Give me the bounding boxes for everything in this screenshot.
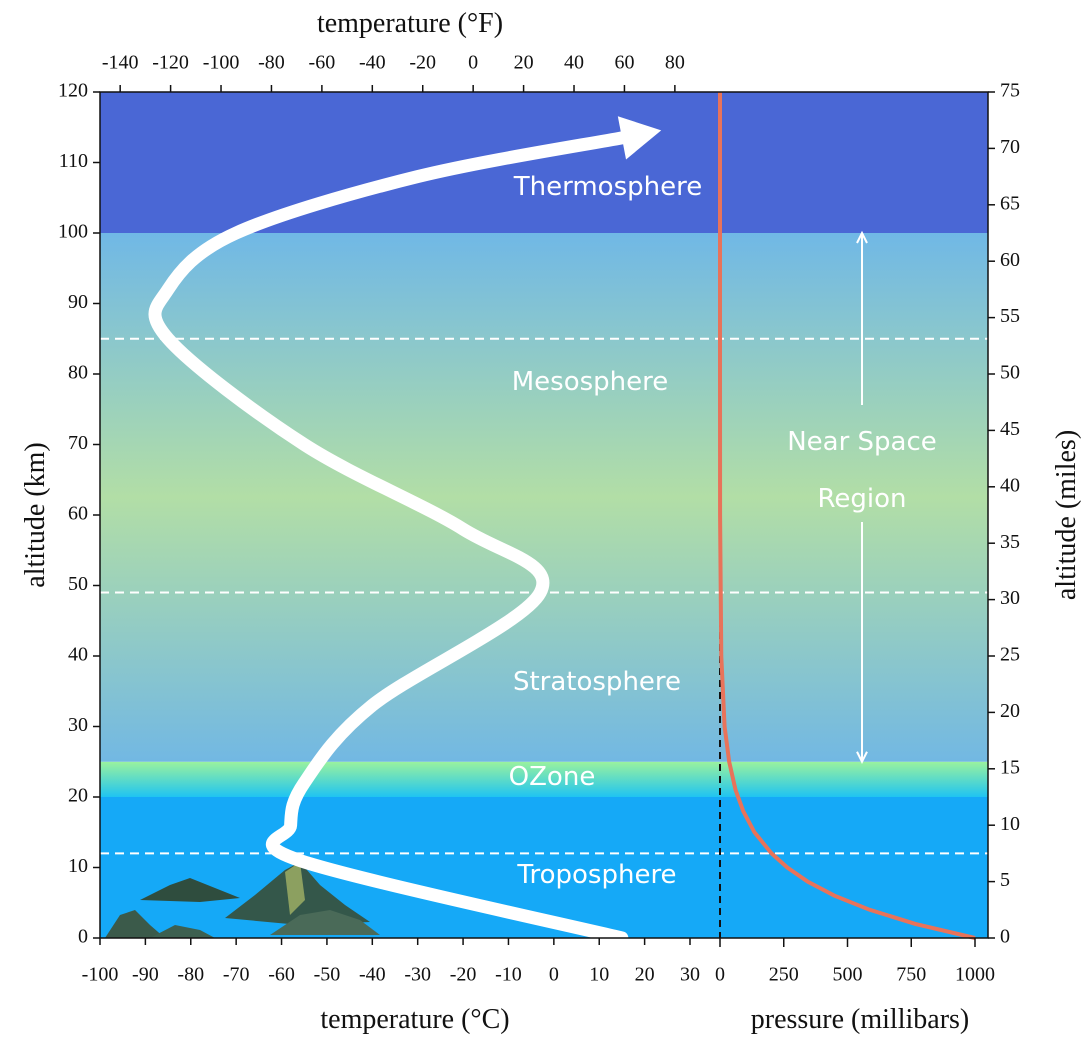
tick-label: 40 xyxy=(564,52,584,74)
tick-label: 250 xyxy=(769,964,799,986)
layer-label: Stratosphere xyxy=(513,667,681,697)
tick-label: 60 xyxy=(1000,249,1020,271)
layer-label: OZone xyxy=(509,762,596,792)
tick-label: 20 xyxy=(1000,700,1020,722)
tick-label: -30 xyxy=(404,964,431,986)
tick-label: 80 xyxy=(68,362,88,384)
tick-label: 50 xyxy=(1000,362,1020,384)
band xyxy=(100,233,988,762)
tick-label: 30 xyxy=(1000,587,1020,609)
axis-title: altitude (km) xyxy=(20,442,51,587)
tick-label: 10 xyxy=(68,855,88,877)
near-space-arrow xyxy=(856,522,868,764)
tick-label: 80 xyxy=(665,52,685,74)
near-space-label: Near Space xyxy=(787,427,937,457)
layer-label: Thermosphere xyxy=(513,172,702,202)
background-bands xyxy=(100,92,988,938)
tick-label: -10 xyxy=(495,964,522,986)
tick-label: 25 xyxy=(1000,644,1020,666)
tick-label: -60 xyxy=(309,52,336,74)
tick-label: -20 xyxy=(409,52,436,74)
near-space-label: Region xyxy=(817,484,906,514)
tick-label: -70 xyxy=(223,964,250,986)
axis-title: temperature (°C) xyxy=(320,1004,509,1035)
tick-label: 5 xyxy=(1000,869,1010,891)
tick-label: 60 xyxy=(614,52,634,74)
arrow-head xyxy=(617,116,662,160)
tick-label: 0 xyxy=(78,926,88,948)
tick-label: 75 xyxy=(1000,80,1020,102)
tick-label: 20 xyxy=(514,52,534,74)
tick-label: -140 xyxy=(102,52,139,74)
tick-label: 45 xyxy=(1000,418,1020,440)
tick-label: -20 xyxy=(450,964,477,986)
tick-label: 20 xyxy=(68,785,88,807)
axis-title: altitude (miles) xyxy=(1051,430,1082,600)
band xyxy=(100,761,988,797)
tick-label: 30 xyxy=(68,714,88,736)
profiles xyxy=(148,92,976,945)
tick-label: 20 xyxy=(635,964,655,986)
tick-label: -40 xyxy=(359,964,386,986)
tick-label: 55 xyxy=(1000,305,1020,327)
tick-label: 35 xyxy=(1000,531,1020,553)
band xyxy=(100,92,988,233)
tick-label: -90 xyxy=(132,964,159,986)
tick-label: 90 xyxy=(68,291,88,313)
tick-label: 1000 xyxy=(955,964,995,986)
axis-title: temperature (°F) xyxy=(317,8,503,39)
tick-label: 10 xyxy=(1000,813,1020,835)
tick-label: 100 xyxy=(58,221,88,243)
tick-label: 0 xyxy=(468,52,478,74)
tick-label: 0 xyxy=(715,964,725,986)
tick-label: -100 xyxy=(203,52,240,74)
tick-label: 70 xyxy=(1000,136,1020,158)
pressure-profile xyxy=(718,92,976,940)
tick-label: -50 xyxy=(314,964,341,986)
near-space-arrow xyxy=(856,230,868,405)
tick-label: 0 xyxy=(549,964,559,986)
tick-label: 15 xyxy=(1000,756,1020,778)
tick-label: -60 xyxy=(268,964,295,986)
mountains xyxy=(105,862,380,938)
tick-label: 750 xyxy=(896,964,926,986)
axis-title: pressure (millibars) xyxy=(751,1004,970,1035)
tick-label: -80 xyxy=(258,52,285,74)
tick-label: -100 xyxy=(82,964,119,986)
temperature-profile xyxy=(148,131,629,945)
tick-label: 0 xyxy=(1000,926,1010,948)
tick-label: 110 xyxy=(59,150,88,172)
tick-label: 60 xyxy=(68,503,88,525)
tick-label: 500 xyxy=(833,964,863,986)
tick-label: 40 xyxy=(68,644,88,666)
tick-label: 50 xyxy=(68,573,88,595)
tick-label: 40 xyxy=(1000,474,1020,496)
tick-label: 10 xyxy=(589,964,609,986)
tick-label: 30 xyxy=(680,964,700,986)
tick-label: -120 xyxy=(152,52,189,74)
tick-label: 65 xyxy=(1000,192,1020,214)
layer-label: Mesosphere xyxy=(512,367,669,397)
tick-label: 120 xyxy=(58,80,88,102)
tick-label: 70 xyxy=(68,432,88,454)
tick-label: -40 xyxy=(359,52,386,74)
axes: 0102030405060708090100110120051015202530… xyxy=(58,52,1020,986)
layer-label: Troposphere xyxy=(516,860,676,890)
tick-label: -80 xyxy=(177,964,204,986)
